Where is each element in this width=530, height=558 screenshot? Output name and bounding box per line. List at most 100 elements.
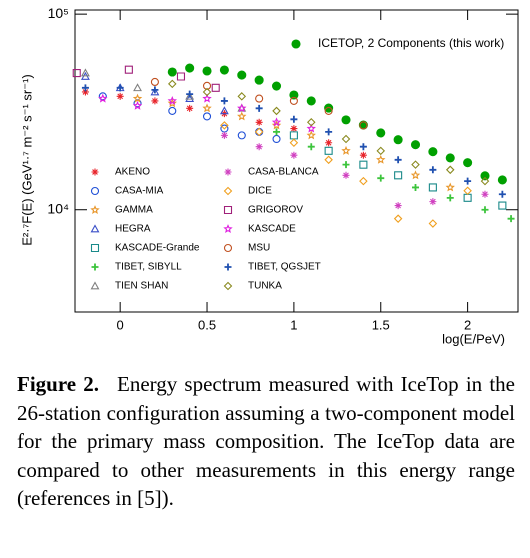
x-tick-label: 2 bbox=[464, 317, 471, 332]
x-tick-label: 0 bbox=[117, 317, 124, 332]
data-point bbox=[255, 143, 263, 151]
data-point bbox=[219, 106, 229, 115]
data-point bbox=[185, 63, 195, 73]
data-point bbox=[168, 106, 177, 115]
legend-marker bbox=[90, 205, 100, 214]
legend-label: HEGRA bbox=[115, 224, 151, 235]
data-point bbox=[341, 115, 351, 125]
data-point bbox=[237, 111, 247, 121]
data-point bbox=[202, 66, 212, 76]
data-point bbox=[342, 171, 350, 179]
data-point bbox=[186, 90, 194, 98]
legend-marker bbox=[224, 263, 232, 271]
data-point bbox=[428, 219, 438, 228]
data-point bbox=[150, 87, 160, 96]
legend-label: TIEN SHAN bbox=[115, 281, 168, 292]
data-point bbox=[237, 103, 247, 113]
data-point bbox=[116, 84, 124, 92]
data-point bbox=[306, 117, 316, 127]
data-point bbox=[445, 165, 455, 175]
data-point bbox=[445, 182, 455, 192]
data-point bbox=[237, 92, 247, 101]
legend-marker bbox=[90, 186, 100, 196]
data-point bbox=[151, 86, 159, 94]
legend-label: TIBET, SIBYLL bbox=[115, 262, 182, 273]
y-tick-label: 10⁴ bbox=[47, 200, 69, 216]
data-point bbox=[306, 130, 316, 140]
legend-label: KASCADE bbox=[248, 224, 296, 235]
data-point bbox=[324, 146, 333, 155]
data-point bbox=[325, 139, 333, 147]
data-point bbox=[202, 81, 212, 90]
data-point bbox=[272, 134, 281, 144]
data-point bbox=[394, 156, 402, 164]
data-point bbox=[290, 115, 298, 123]
data-point bbox=[394, 171, 403, 180]
data-point bbox=[393, 135, 403, 145]
data-point bbox=[324, 155, 333, 165]
x-axis-label: log(E/PeV) bbox=[442, 331, 505, 346]
data-point bbox=[237, 70, 247, 80]
legend-label: CASA-MIA bbox=[115, 186, 164, 197]
data-point bbox=[324, 103, 334, 113]
chart: E²·⁷F(E) (GeV¹·⁷ m⁻² s⁻¹ sr⁻¹) log(E/PeV… bbox=[19, 5, 519, 346]
data-point bbox=[132, 93, 143, 103]
legend-marker bbox=[291, 39, 301, 49]
data-point bbox=[167, 98, 177, 108]
data-point bbox=[306, 123, 316, 133]
data-point bbox=[498, 201, 507, 210]
data-point bbox=[394, 202, 402, 210]
data-point bbox=[480, 176, 490, 186]
legend-marker bbox=[90, 243, 100, 253]
data-point bbox=[410, 140, 421, 150]
data-point bbox=[219, 65, 229, 75]
data-point bbox=[289, 96, 298, 105]
data-point bbox=[446, 194, 454, 202]
data-point bbox=[133, 83, 142, 92]
data-point bbox=[341, 134, 351, 144]
data-point bbox=[116, 92, 124, 100]
data-point bbox=[220, 131, 228, 139]
data-point bbox=[359, 176, 368, 186]
data-point bbox=[98, 93, 108, 103]
data-point bbox=[237, 131, 246, 140]
data-point bbox=[220, 121, 229, 130]
data-point bbox=[72, 68, 81, 78]
legend-label: KASCADE-Grande bbox=[115, 243, 200, 254]
data-point bbox=[306, 96, 316, 106]
data-point bbox=[376, 128, 386, 138]
legend-marker bbox=[91, 168, 99, 176]
data-point bbox=[167, 95, 177, 105]
data-point bbox=[202, 87, 212, 97]
x-tick-label: 1.5 bbox=[372, 317, 390, 332]
data-point bbox=[273, 128, 281, 136]
caption-text: Energy spectrum measured with IceTop in … bbox=[17, 372, 515, 510]
data-point bbox=[185, 91, 195, 100]
data-point bbox=[220, 97, 228, 105]
data-point bbox=[307, 143, 315, 151]
data-point bbox=[359, 151, 367, 159]
caption-label: Figure 2. bbox=[17, 372, 100, 396]
data-point bbox=[290, 125, 298, 133]
y-axis-label: E²·⁷F(E) (GeV¹·⁷ m⁻² s⁻¹ sr⁻¹) bbox=[19, 74, 34, 246]
data-point bbox=[507, 215, 515, 223]
data-point bbox=[359, 121, 368, 130]
data-point bbox=[211, 83, 220, 92]
data-point bbox=[81, 84, 89, 92]
data-point bbox=[186, 104, 194, 112]
data-point bbox=[445, 153, 455, 163]
data-point bbox=[167, 67, 177, 77]
plot-frame bbox=[74, 9, 519, 313]
data-point bbox=[428, 147, 438, 157]
data-point bbox=[255, 127, 264, 136]
legend-label: DICE bbox=[248, 186, 272, 197]
data-point bbox=[481, 206, 489, 214]
legend-marker bbox=[223, 186, 233, 196]
data-point bbox=[498, 190, 506, 198]
data-point bbox=[359, 160, 368, 169]
legend-label: TUNKA bbox=[248, 281, 282, 292]
data-point bbox=[324, 106, 333, 115]
data-point bbox=[412, 183, 420, 191]
data-point bbox=[342, 161, 350, 169]
